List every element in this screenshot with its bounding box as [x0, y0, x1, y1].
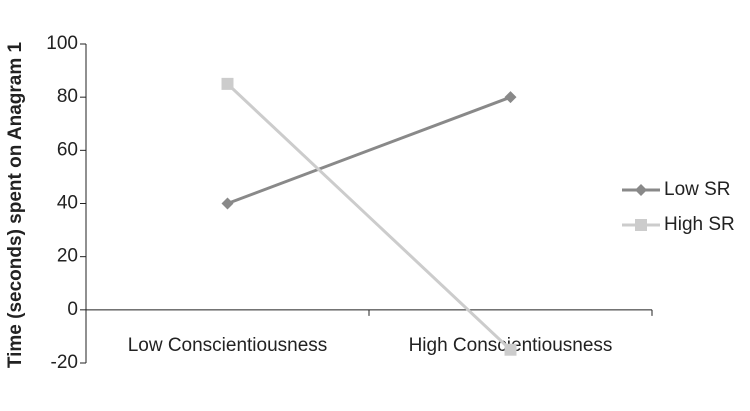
- marker: [504, 91, 517, 104]
- line: [226, 95, 512, 205]
- y-axis-label: Time (seconds) spent on Anagram 1: [5, 41, 26, 368]
- legend-label: Low SR: [664, 179, 731, 200]
- marker: [635, 184, 647, 196]
- y-tick-label: 100: [46, 33, 78, 54]
- marker: [221, 77, 234, 90]
- line: [226, 82, 512, 351]
- marker: [635, 219, 647, 231]
- x-tick-label: Low Conscientiousness: [128, 335, 328, 356]
- y-tick-label: 40: [57, 193, 78, 214]
- marker: [221, 197, 234, 210]
- y-tick-label: 60: [57, 139, 78, 160]
- y-tick-label: -20: [51, 352, 78, 373]
- y-tick-label: 80: [57, 86, 78, 107]
- marker: [504, 343, 517, 356]
- y-tick-label: 20: [57, 246, 78, 267]
- legend-label: High SR: [664, 214, 735, 235]
- y-tick-label: 0: [67, 299, 78, 320]
